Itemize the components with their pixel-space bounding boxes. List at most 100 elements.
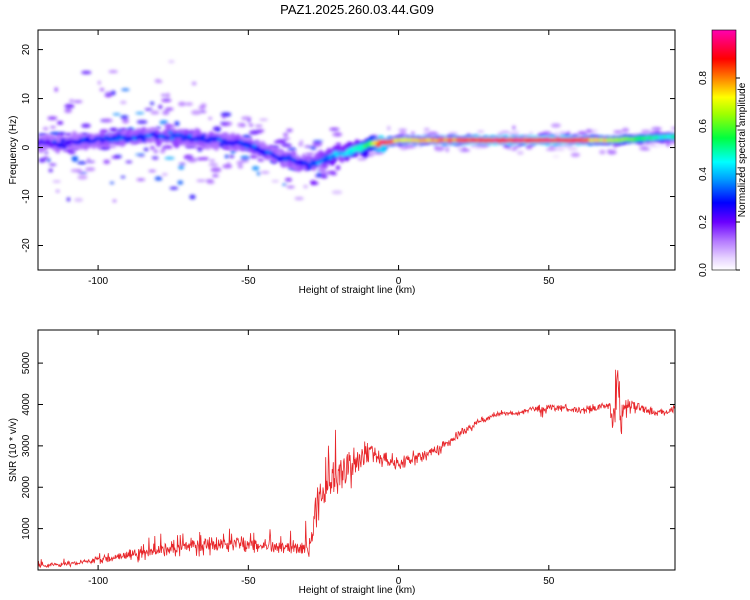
- spectral-blob: [398, 128, 408, 131]
- spectral-blob: [418, 145, 423, 148]
- spectral-blob: [256, 171, 261, 176]
- spectral-blob: [110, 90, 116, 96]
- spectral-blob: [621, 127, 630, 133]
- spectrogram-y-ticks: -20 -10 0 10 20: [21, 44, 675, 253]
- spectral-blob: [512, 130, 520, 134]
- snr-series-line: [38, 369, 675, 569]
- spectral-blob: [224, 154, 229, 159]
- spectral-blob: [241, 116, 252, 121]
- spectral-blob: [554, 131, 559, 137]
- spectral-blob: [638, 145, 649, 148]
- spectral-blob: [229, 154, 235, 159]
- spectral-blob: [198, 105, 206, 110]
- colorbar-ticks: 0.0 0.2 0.4 0.6 0.8: [698, 71, 740, 277]
- spectral-blob: [154, 78, 162, 83]
- ridge-core: [169, 136, 175, 141]
- spectral-blob: [42, 127, 49, 131]
- spectral-blob: [220, 112, 232, 117]
- spectral-blob: [271, 180, 280, 183]
- spectral-blob: [81, 123, 91, 128]
- spectral-blob: [178, 101, 186, 107]
- spectrogram-y-label: Frequency (Hz): [8, 116, 19, 185]
- spectral-blob: [112, 113, 121, 116]
- spectral-blob: [548, 133, 552, 136]
- spectral-blob: [47, 158, 51, 163]
- spectral-blob: [641, 148, 651, 151]
- spectral-blob: [122, 118, 130, 124]
- spectral-blob: [97, 80, 101, 85]
- spectral-blob: [187, 157, 197, 163]
- spectral-blob: [434, 146, 445, 152]
- spectral-blob: [85, 160, 96, 163]
- spectral-blob: [143, 147, 149, 152]
- spectral-blob: [56, 190, 60, 193]
- spectral-blob: [81, 70, 92, 75]
- spectral-blob: [511, 148, 518, 151]
- spectral-blob: [559, 131, 567, 134]
- ridge-core: [671, 134, 675, 139]
- spectral-blob: [136, 178, 146, 181]
- x-tick-label: 50: [543, 576, 555, 587]
- spectral-blob: [422, 132, 431, 135]
- snr-x-ticks: -100 -50 0 50: [88, 330, 555, 587]
- spectral-blob: [164, 156, 175, 160]
- spectral-blob: [670, 126, 675, 130]
- spectrogram-x-ticks: -100 -50 0 50: [88, 30, 555, 287]
- ridge-core: [347, 151, 353, 156]
- snr-y-ticks: 1000 2000 3000 4000 5000: [21, 352, 675, 540]
- spectral-blob: [566, 131, 571, 137]
- spectrogram-x-label: Height of straight line (km): [299, 285, 416, 296]
- spectral-blob: [448, 132, 458, 136]
- spectral-blob: [281, 143, 292, 148]
- y-tick-label: 1000: [21, 517, 32, 540]
- x-tick-label: -50: [241, 576, 256, 587]
- spectral-blob: [154, 176, 163, 181]
- spectral-blob: [286, 185, 295, 189]
- spectral-blob: [85, 167, 96, 172]
- spectral-blob: [577, 131, 587, 136]
- spectral-blob: [310, 147, 317, 150]
- spectral-blob: [249, 130, 260, 135]
- ridge-core: [308, 163, 314, 168]
- spectral-blob: [120, 100, 127, 105]
- spectral-blob: [111, 155, 121, 159]
- spectral-blob: [86, 158, 91, 161]
- spectral-blob: [191, 81, 197, 86]
- y-tick-label: 0: [21, 144, 32, 150]
- spectral-blob: [135, 153, 146, 156]
- spectral-blob: [599, 150, 606, 155]
- spectral-blob: [43, 156, 49, 159]
- spectral-blob: [332, 132, 343, 137]
- x-tick-label: -50: [241, 276, 256, 287]
- spectral-blob: [165, 107, 174, 111]
- spectral-blob: [404, 144, 415, 149]
- spectral-blob: [316, 172, 322, 177]
- spectrogram-frame: [37, 29, 676, 271]
- spectral-blob: [570, 152, 581, 157]
- spectral-blob: [169, 186, 179, 190]
- spectral-blob: [177, 180, 184, 185]
- ridge-core: [218, 142, 224, 147]
- spectral-blob: [275, 139, 287, 144]
- spectral-blob: [74, 197, 84, 202]
- spectral-blob: [331, 190, 343, 195]
- spectral-blob: [174, 121, 180, 127]
- ridge-core: [260, 148, 266, 153]
- spectral-blob: [102, 118, 113, 123]
- spectral-blob: [178, 165, 185, 170]
- spectral-blob: [160, 149, 166, 154]
- spectral-blob: [666, 142, 670, 147]
- spectral-blob: [150, 101, 155, 106]
- spectral-blob: [50, 126, 56, 129]
- spectral-blob: [212, 126, 222, 132]
- y-tick-label: 4000: [21, 393, 32, 416]
- spectral-blob: [191, 110, 202, 115]
- spectral-blob: [320, 174, 328, 179]
- spectral-blob: [294, 196, 304, 201]
- spectral-blob: [70, 169, 81, 173]
- spectral-blob: [260, 171, 270, 174]
- spectral-blob: [373, 151, 384, 155]
- spectral-blob: [456, 146, 464, 150]
- spectral-blob: [108, 70, 118, 73]
- spectral-blob: [273, 141, 278, 144]
